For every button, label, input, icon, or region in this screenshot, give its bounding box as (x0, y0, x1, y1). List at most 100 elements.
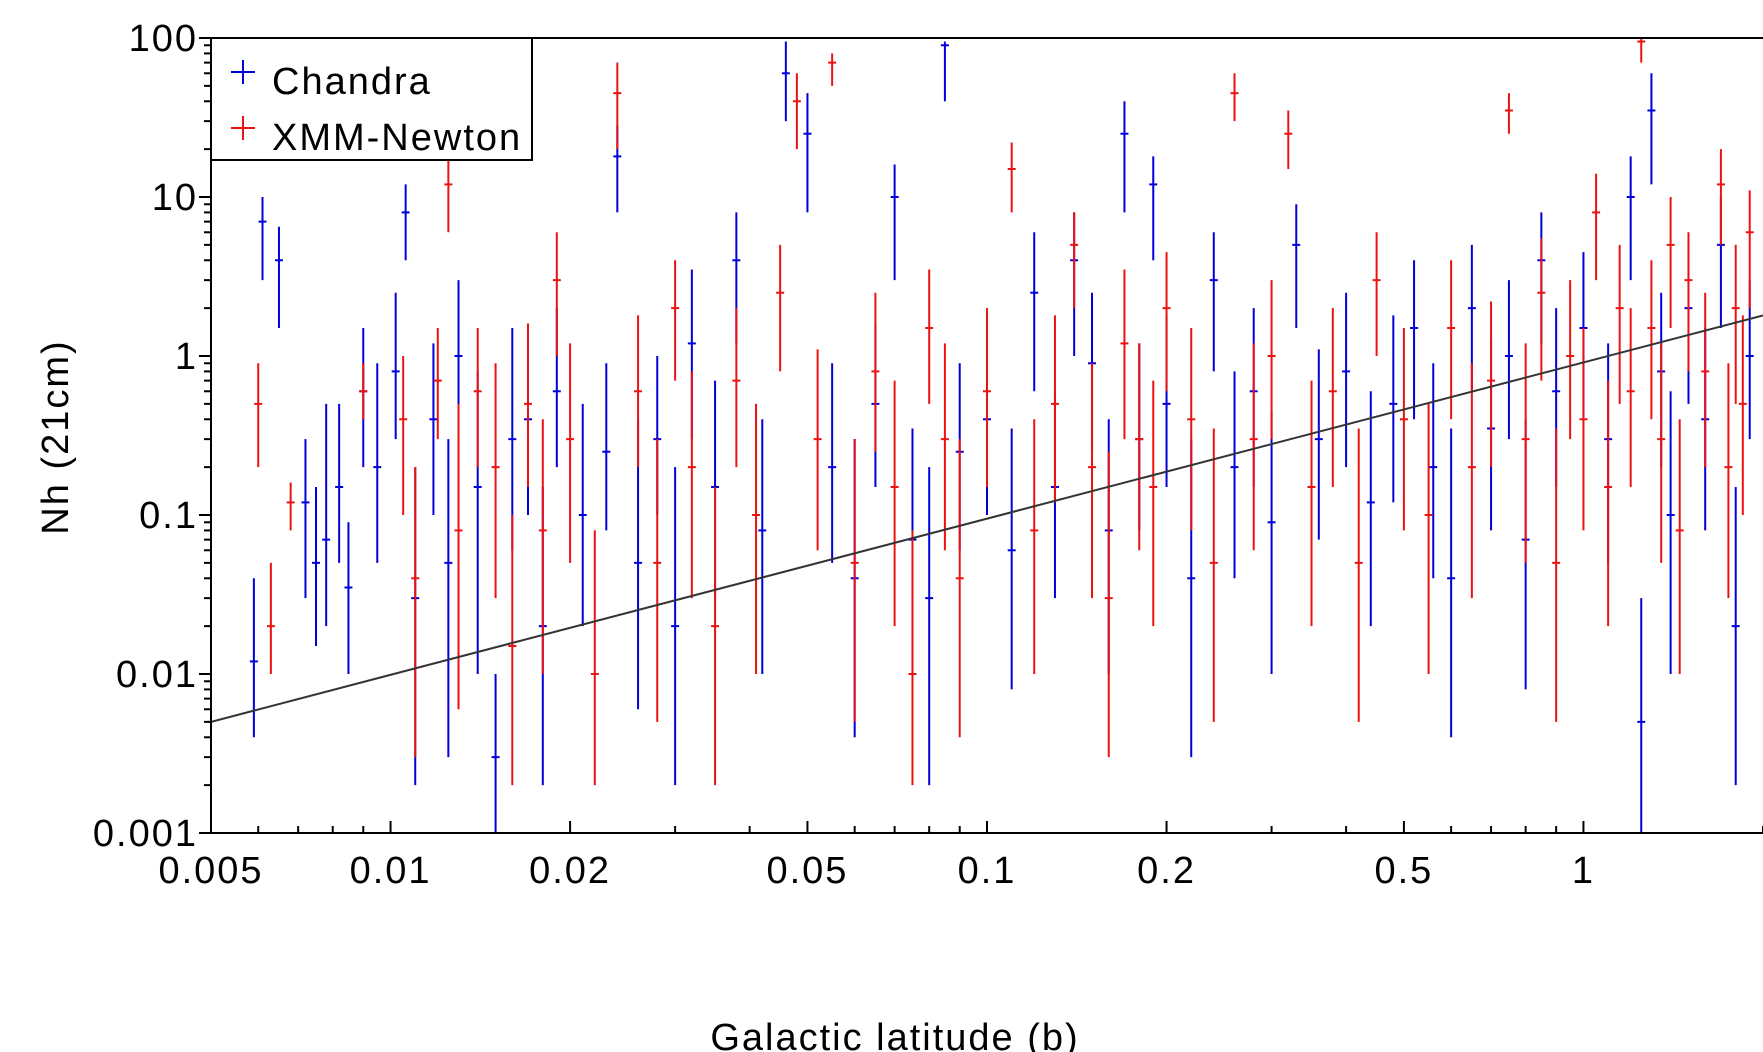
xmm-newton-point (266, 562, 275, 674)
xmm-newton-point (1592, 173, 1601, 281)
xmm-newton-point (1209, 428, 1218, 722)
xmm-newton-point (732, 308, 741, 468)
chandra-point (444, 439, 453, 758)
legend-marker-xmm-newton (231, 116, 255, 140)
xmm-newton-point (1135, 343, 1144, 551)
xmm-newton-point (776, 244, 785, 372)
legend-label-xmm-newton: XMM-Newton (272, 117, 522, 159)
xmm-newton-point (687, 371, 696, 599)
chandra-point (781, 41, 790, 122)
chandra-point (1267, 411, 1276, 674)
chandra-point (391, 292, 400, 440)
xmm-newton-point (940, 343, 949, 551)
xmm-newton-point (1088, 363, 1097, 599)
xmm-newton-point (871, 292, 880, 452)
xmm-newton-point (1120, 269, 1129, 440)
xmm-newton-point (1657, 343, 1666, 563)
x-tick-label: 0.01 (350, 850, 432, 892)
xmm-newton-point (286, 482, 295, 531)
xmm-newton-point (1504, 93, 1513, 134)
chandra-point (1429, 363, 1438, 579)
chandra-point (890, 164, 899, 281)
xmm-newton-point (1626, 308, 1635, 488)
y-tick-label: 0.1 (139, 495, 198, 537)
xmm-newton-point (711, 487, 720, 786)
x-ticks: 0.005 0.01 0.02 0.05 0.1 0.2 0.5 1 (158, 821, 1763, 892)
chandra-point (373, 363, 382, 563)
xmm-newton-point (1230, 73, 1239, 122)
xmm-newton-point (1249, 343, 1258, 551)
xmm-newton-point (1372, 232, 1381, 356)
xmm-newton-point (1284, 110, 1293, 170)
x-tick-label: 0.005 (158, 850, 263, 892)
chandra-point (312, 487, 321, 647)
legend-marker-chandra (231, 60, 255, 84)
y-ticks: 0.001 0.01 0.1 1 10 100 (93, 18, 211, 855)
xmm-newton-point (1149, 380, 1158, 627)
xmm-newton-point (1050, 315, 1059, 503)
xmm-newton-point (1552, 428, 1561, 722)
chandra-point (301, 439, 310, 599)
chandra-point (940, 41, 949, 102)
chandra-point (1030, 232, 1039, 392)
chandra-point (602, 363, 611, 531)
xmm-newton-point (1307, 380, 1316, 627)
xmm-newton-point (1666, 197, 1675, 329)
xmm-newton-point (752, 403, 761, 674)
xmm-newton-point (1424, 403, 1433, 674)
xmm-newton-point (1724, 363, 1733, 599)
chandra-point (1149, 156, 1158, 261)
xmm-newton-point (1637, 38, 1646, 63)
x-tick-label: 0.1 (958, 850, 1017, 892)
xmm-newton-point (399, 356, 408, 515)
chandra-point (258, 197, 267, 281)
xmm-newton-point (1328, 308, 1337, 488)
xmm-newton-point (813, 349, 822, 551)
xmm-newton-point (1187, 328, 1196, 531)
xmm-newton-point (590, 530, 599, 786)
xmm-newton-point (1716, 149, 1725, 245)
xmm-newton-point (1566, 280, 1575, 440)
xmm-newton-series (254, 38, 1754, 786)
xmm-newton-point (1399, 328, 1408, 531)
chandra-point (1389, 315, 1398, 503)
xmm-newton-point (473, 328, 482, 468)
chandra-point (828, 363, 837, 563)
x-tick-label: 0.02 (529, 850, 611, 892)
xmm-newton-point (411, 467, 420, 758)
plot-area (211, 38, 1763, 833)
xmm-newton-point (254, 363, 263, 468)
xmm-newton-point (1030, 419, 1039, 674)
chandra-point (1209, 232, 1218, 372)
chandra-point (274, 226, 283, 329)
xmm-newton-point (524, 323, 533, 488)
y-tick-label: 0.001 (93, 813, 198, 855)
chandra-point (429, 343, 438, 515)
xmm-newton-point (1070, 212, 1079, 309)
xmm-newton-point (359, 363, 368, 420)
xmm-newton-point (955, 439, 964, 738)
xmm-newton-point (1354, 428, 1363, 722)
chandra-point (491, 674, 500, 833)
chandra-point (1230, 371, 1239, 579)
y-tick-label: 0.01 (116, 654, 198, 696)
xmm-newton-point (1007, 142, 1016, 213)
chandra-point (1447, 428, 1456, 738)
xmm-newton-point (1701, 292, 1710, 468)
xmm-newton-point (444, 156, 453, 233)
xmm-newton-point (850, 439, 859, 722)
y-tick-label: 1 (175, 336, 198, 378)
chandra-point (803, 93, 812, 213)
chandra-point (322, 403, 331, 627)
xmm-newton-point (1487, 301, 1496, 468)
chandra-point (1637, 598, 1646, 833)
chandra-point (1666, 391, 1675, 674)
axes: 0.005 0.01 0.02 0.05 0.1 0.2 0.5 1 0.001 0.01 0.1… (93, 18, 1763, 892)
xmm-newton-point (1104, 451, 1113, 758)
xmm-newton-point (508, 515, 517, 786)
legend-label-chandra: Chandra (272, 61, 432, 103)
chandra-point (335, 403, 344, 563)
xmm-newton-point (1684, 232, 1693, 372)
chandra-point (1342, 292, 1351, 468)
